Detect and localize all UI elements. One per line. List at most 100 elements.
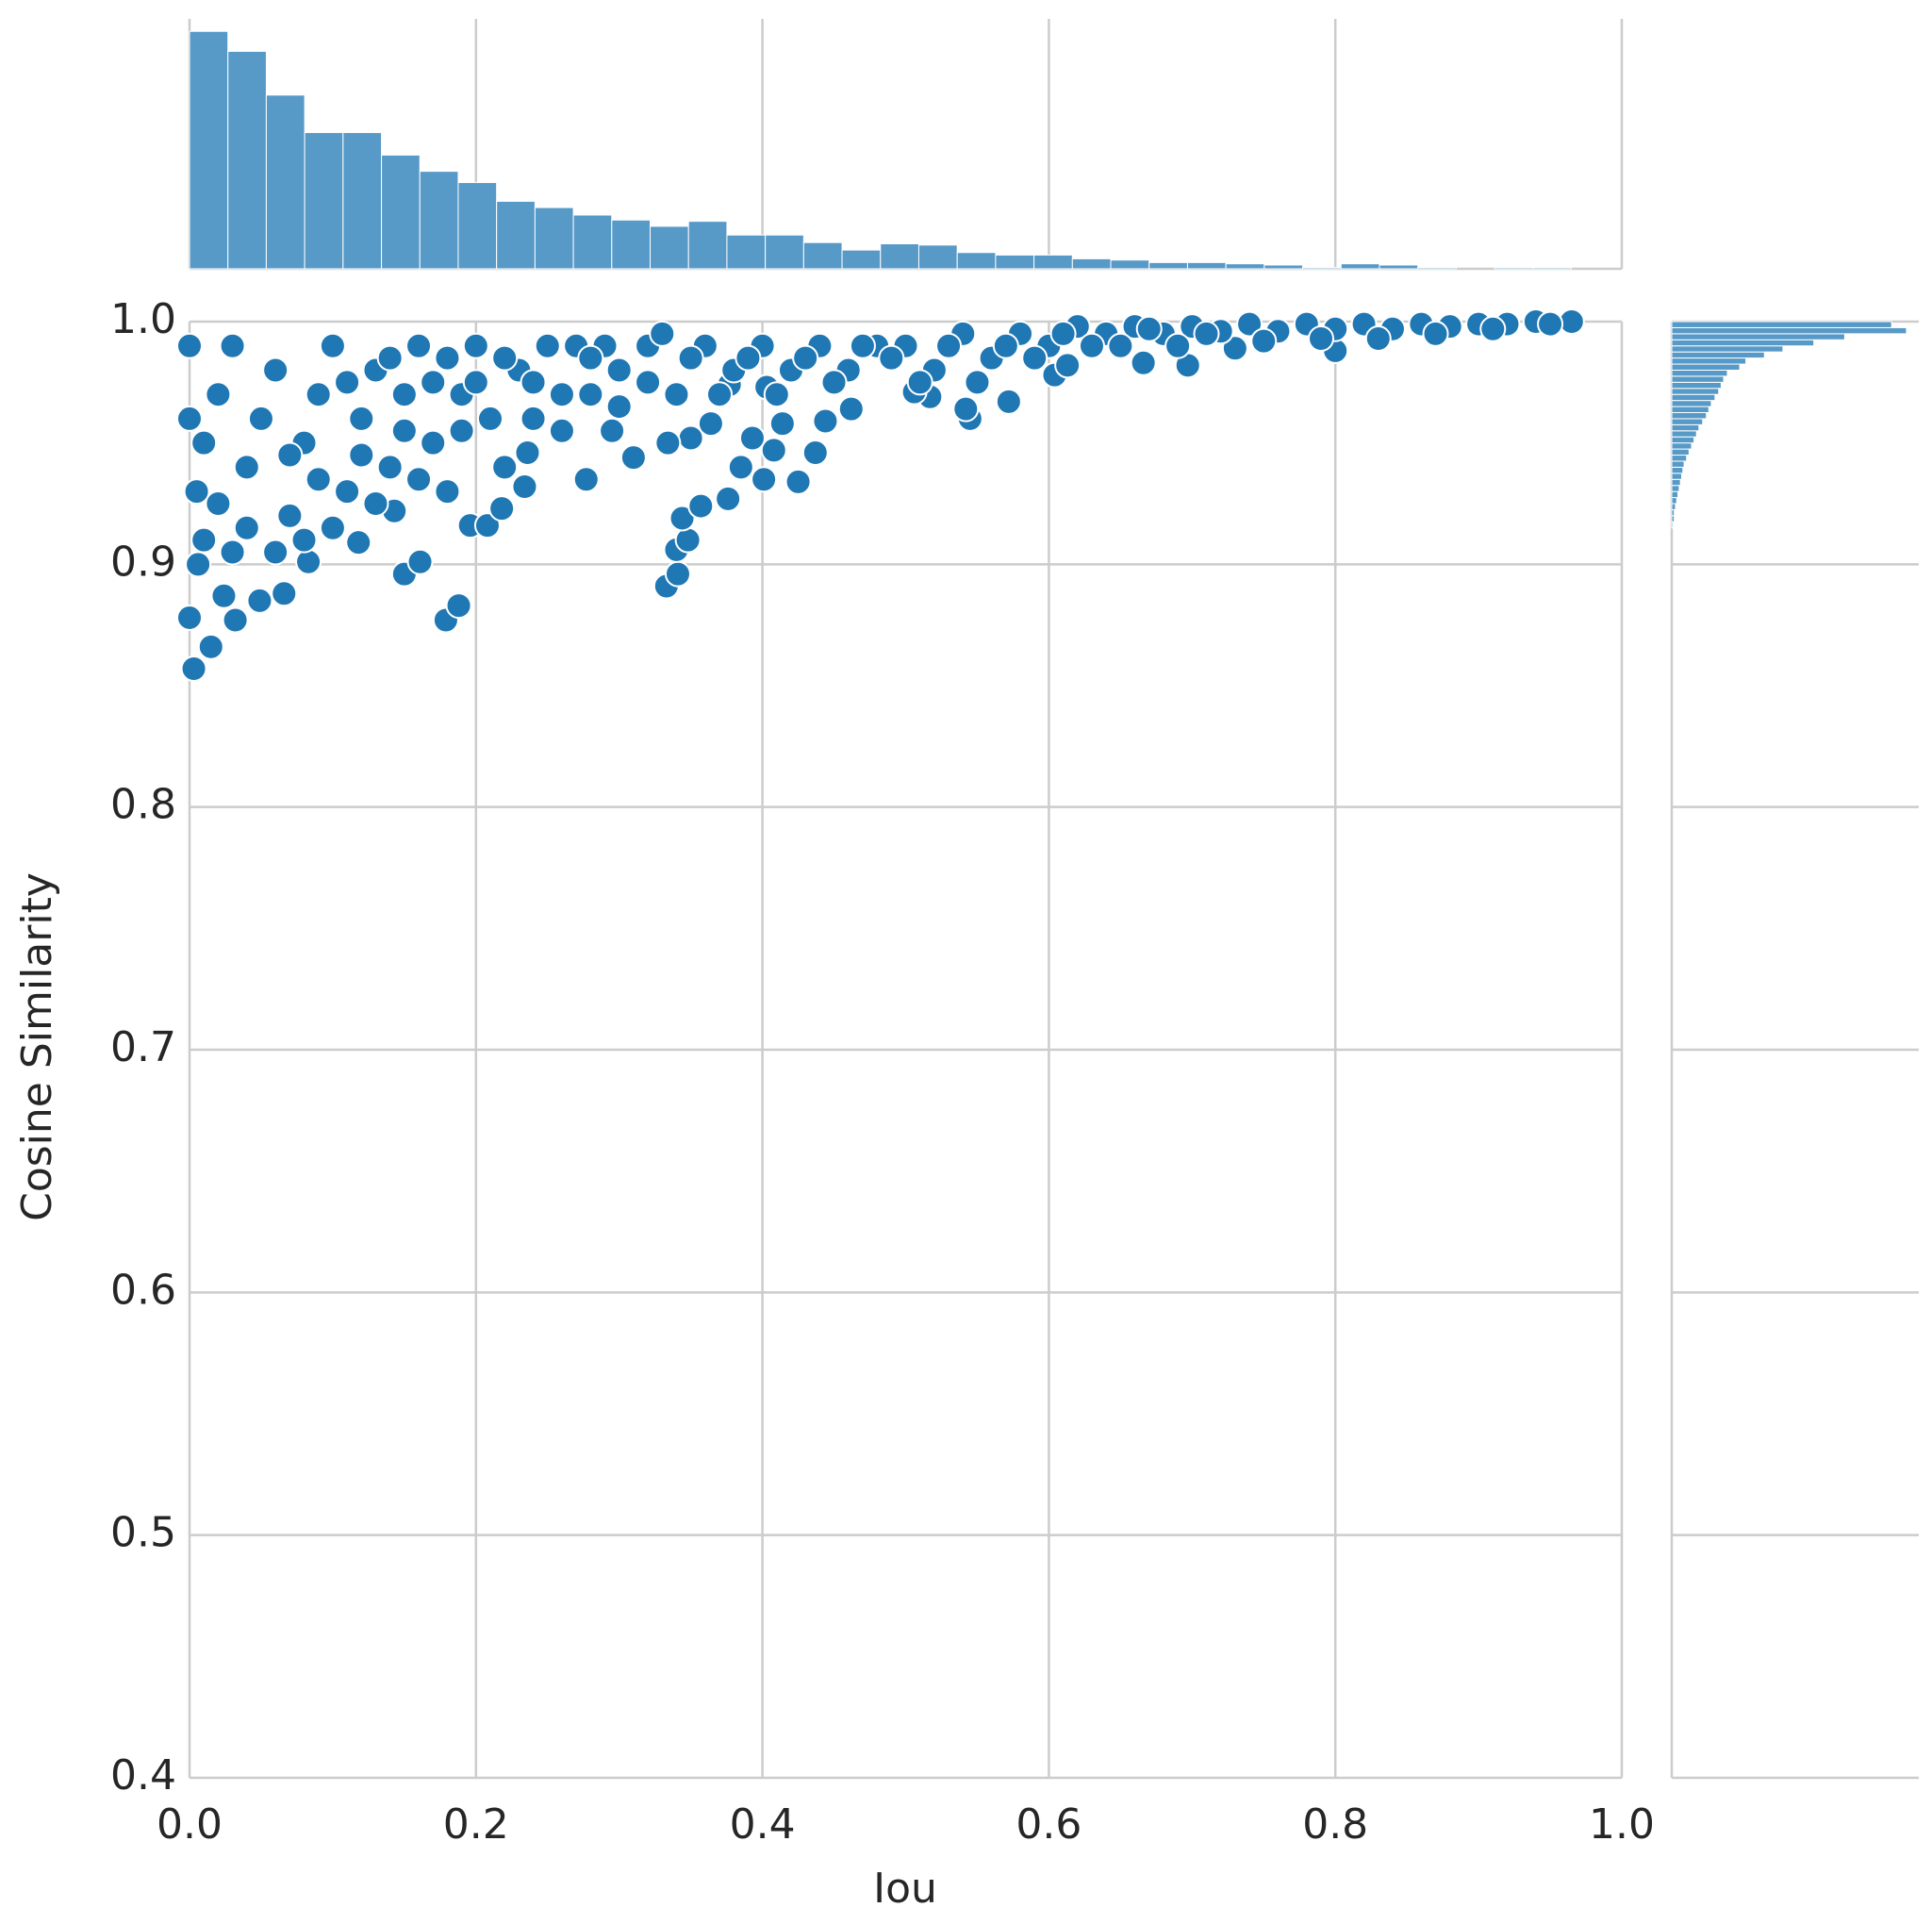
scatter-point bbox=[462, 332, 489, 359]
scatter-point bbox=[534, 332, 561, 359]
scatter-point bbox=[735, 344, 762, 372]
histogram-bar bbox=[1671, 473, 1682, 480]
scatter-point bbox=[572, 466, 600, 493]
scatter-point bbox=[390, 381, 418, 408]
histogram-bar bbox=[1671, 363, 1741, 371]
scatter-point bbox=[1479, 315, 1507, 342]
scatter-point bbox=[290, 526, 318, 554]
histogram-bar bbox=[765, 234, 804, 270]
scatter-point bbox=[605, 393, 633, 421]
scatter-point bbox=[1054, 352, 1082, 379]
scatter-point bbox=[514, 439, 541, 466]
x-tick-label: 0.4 bbox=[730, 1800, 796, 1849]
scatter-point bbox=[176, 604, 203, 631]
scatter-point bbox=[784, 468, 812, 495]
x-tick-label: 1.0 bbox=[1589, 1800, 1655, 1849]
scatter-point bbox=[715, 485, 742, 512]
histogram-bar bbox=[381, 154, 421, 270]
scatter-point bbox=[180, 655, 207, 682]
scatter-point bbox=[964, 369, 991, 396]
scatter-point bbox=[1364, 325, 1392, 353]
scatter-point bbox=[548, 381, 575, 408]
scatter-point bbox=[305, 381, 332, 408]
scatter-point bbox=[233, 454, 260, 481]
histogram-bar bbox=[496, 200, 536, 270]
scatter-point bbox=[334, 478, 361, 506]
histogram-bar bbox=[1033, 254, 1073, 270]
histogram-bar bbox=[1671, 326, 1907, 335]
scatter-point bbox=[448, 417, 475, 444]
scatter-point bbox=[376, 454, 404, 481]
histogram-bar bbox=[1671, 333, 1845, 340]
scatter-point bbox=[1107, 332, 1134, 359]
scatter-point bbox=[577, 381, 604, 408]
x-tick-label: 0.6 bbox=[1016, 1800, 1082, 1849]
scatter-point bbox=[190, 429, 218, 456]
scatter-point bbox=[334, 369, 361, 396]
histogram-bar bbox=[1671, 357, 1747, 365]
y-tick-label: 0.4 bbox=[110, 1751, 176, 1800]
scatter-point bbox=[405, 466, 433, 493]
scatter-point bbox=[1049, 320, 1077, 347]
y-tick-label: 0.7 bbox=[110, 1023, 176, 1071]
scatter-point bbox=[176, 405, 203, 432]
scatter-point bbox=[687, 492, 715, 520]
histogram-bar bbox=[1671, 508, 1676, 517]
histogram-bar bbox=[419, 171, 459, 270]
scatter-point bbox=[674, 526, 702, 554]
scatter-point bbox=[276, 502, 304, 529]
scatter-point bbox=[511, 473, 538, 500]
histogram-bar bbox=[1671, 448, 1690, 456]
scatter-point bbox=[319, 514, 346, 541]
y-axis-label: Cosine Similarity bbox=[13, 872, 61, 1221]
scatter-point bbox=[185, 551, 212, 578]
scatter-point bbox=[619, 444, 647, 472]
scatter-point bbox=[434, 344, 461, 372]
scatter-point bbox=[878, 344, 905, 372]
scatter-point bbox=[792, 344, 819, 372]
histogram-bar bbox=[1071, 257, 1112, 270]
histogram-bar bbox=[1671, 460, 1685, 468]
histogram-bar bbox=[1671, 388, 1720, 395]
histogram-bar bbox=[457, 182, 498, 270]
scatter-point bbox=[520, 405, 547, 432]
y-tick-label: 0.6 bbox=[110, 1266, 176, 1314]
scatter-point bbox=[345, 529, 372, 556]
scatter-point bbox=[906, 369, 933, 396]
scatter-point bbox=[219, 539, 246, 566]
histogram-bar bbox=[1110, 259, 1150, 270]
histogram-bar bbox=[1671, 503, 1676, 510]
scatter-point bbox=[406, 548, 434, 575]
histogram-bar bbox=[1417, 267, 1457, 270]
scatter-point bbox=[849, 332, 876, 359]
histogram-bar bbox=[956, 252, 997, 270]
scatter-point bbox=[390, 417, 418, 444]
histogram-bar bbox=[1671, 406, 1709, 414]
histogram-bar bbox=[1671, 418, 1704, 425]
histogram-bar bbox=[802, 241, 843, 270]
scatter-point bbox=[420, 429, 447, 456]
scatter-point bbox=[445, 592, 472, 620]
histogram-bar bbox=[917, 244, 958, 270]
histogram-bar bbox=[1494, 267, 1534, 270]
scatter-point bbox=[1193, 320, 1220, 347]
histogram-bar bbox=[650, 225, 689, 270]
histogram-bar bbox=[1671, 515, 1676, 522]
histogram-bar bbox=[265, 94, 305, 270]
histogram-bar bbox=[841, 249, 882, 270]
scatter-point bbox=[605, 357, 633, 384]
scatter-point bbox=[247, 405, 274, 432]
histogram-bar bbox=[1302, 267, 1342, 270]
scatter-point bbox=[677, 344, 704, 372]
histogram-bar bbox=[611, 219, 652, 270]
histogram-bar bbox=[1671, 339, 1815, 347]
histogram-bar bbox=[1671, 400, 1712, 407]
histogram-bar bbox=[227, 50, 267, 270]
x-tick-label: 0.8 bbox=[1302, 1800, 1368, 1849]
scatter-point bbox=[1221, 335, 1248, 362]
scatter-point bbox=[262, 539, 289, 566]
scatter-point bbox=[348, 405, 375, 432]
x-axis-label: Iou bbox=[873, 1865, 937, 1913]
scatter-point bbox=[420, 369, 447, 396]
histogram-bar bbox=[1671, 478, 1681, 487]
